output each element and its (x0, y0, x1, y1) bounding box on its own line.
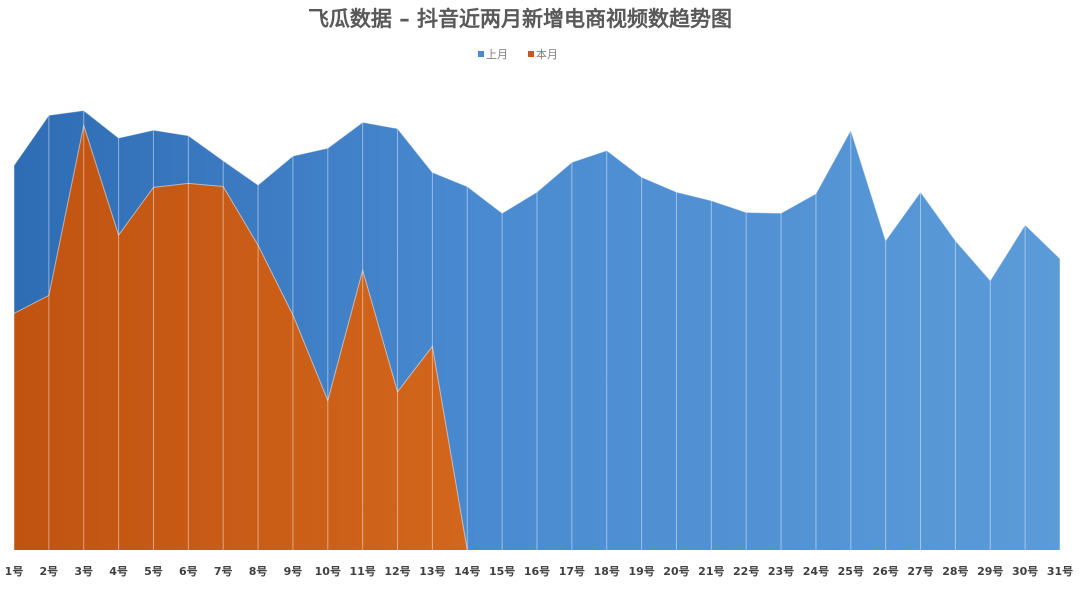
x-tick-label: 21号 (698, 565, 724, 578)
legend-swatch (528, 51, 534, 57)
x-tick-label: 14号 (454, 565, 480, 578)
x-tick-label: 5号 (144, 565, 163, 578)
x-tick-label: 29号 (977, 565, 1003, 578)
x-tick-label: 25号 (838, 565, 864, 578)
chart-title: 飞瓜数据 – 抖音近两月新增电商视频数趋势图 (308, 7, 732, 31)
area (14, 125, 468, 550)
x-tick-label: 12号 (384, 565, 410, 578)
x-tick-label: 18号 (594, 565, 620, 578)
legend-label: 本月 (536, 47, 558, 61)
x-tick-label: 6号 (179, 565, 198, 578)
x-tick-label: 1号 (5, 565, 24, 578)
legend-swatch (478, 51, 484, 57)
x-tick-label: 8号 (249, 565, 268, 578)
x-tick-label: 28号 (942, 565, 968, 578)
legend-label: 上月 (486, 48, 508, 61)
x-tick-label: 17号 (559, 565, 585, 578)
x-tick-label: 31号 (1047, 565, 1073, 578)
x-tick-label: 24号 (803, 565, 829, 578)
area-edge (13, 110, 1061, 282)
x-tick-label: 11号 (350, 565, 376, 578)
x-tick-label: 10号 (315, 565, 341, 578)
x-tick-label: 30号 (1012, 565, 1038, 578)
x-tick-label: 2号 (40, 565, 59, 578)
x-tick-label: 3号 (74, 565, 93, 578)
x-tick-label: 20号 (663, 565, 689, 578)
x-tick-label: 13号 (419, 565, 445, 578)
area-edge (13, 123, 468, 551)
x-tick-label: 16号 (524, 565, 550, 578)
x-tick-label: 9号 (284, 565, 303, 578)
x-tick-label: 22号 (733, 565, 759, 578)
x-tick-label: 15号 (489, 565, 515, 578)
x-tick-label: 27号 (907, 565, 933, 578)
x-tick-label: 4号 (109, 565, 128, 578)
x-tick-label: 26号 (873, 565, 899, 578)
x-tick-label: 23号 (768, 565, 794, 578)
x-tick-label: 7号 (214, 565, 233, 578)
x-tick-label: 19号 (628, 565, 654, 578)
